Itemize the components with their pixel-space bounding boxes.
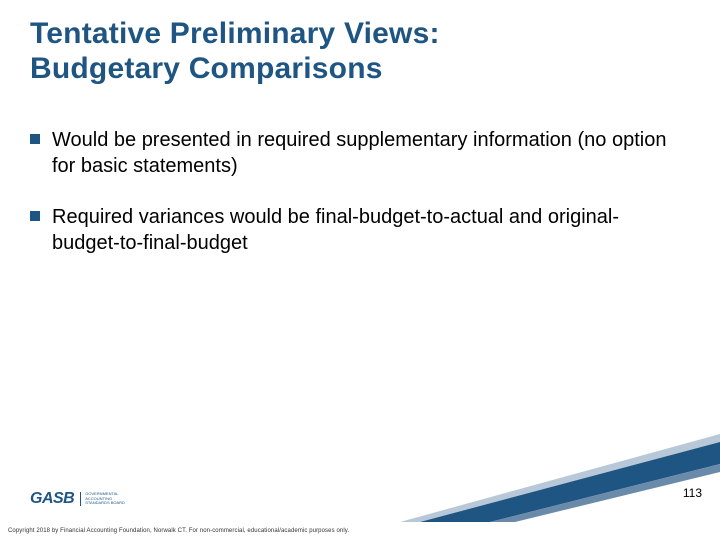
content-area: Would be presented in required supplemen… [30, 128, 680, 282]
bullet-marker-icon [30, 211, 40, 221]
logo-sub-text: GOVERNMENTALACCOUNTINGSTANDARDS BOARD [80, 492, 125, 505]
title-line-1: Tentative Preliminary Views: [30, 16, 690, 51]
bullet-text: Required variances would be final-budget… [52, 206, 619, 254]
bullet-marker-icon [30, 134, 40, 144]
gasb-logo: GASB GOVERNMENTALACCOUNTINGSTANDARDS BOA… [30, 490, 125, 508]
decorative-stripes [380, 422, 720, 522]
bullet-item: Would be presented in required supplemen… [30, 128, 680, 179]
bullet-text: Would be presented in required supplemen… [52, 129, 666, 177]
title-line-2: Budgetary Comparisons [30, 51, 690, 86]
slide: Tentative Preliminary Views: Budgetary C… [0, 0, 720, 540]
slide-title: Tentative Preliminary Views: Budgetary C… [30, 16, 690, 87]
page-number: 113 [683, 486, 702, 500]
copyright-text: Copyright 2018 by Financial Accounting F… [8, 528, 349, 534]
logo-main-text: GASB [30, 490, 74, 508]
bullet-item: Required variances would be final-budget… [30, 205, 680, 256]
